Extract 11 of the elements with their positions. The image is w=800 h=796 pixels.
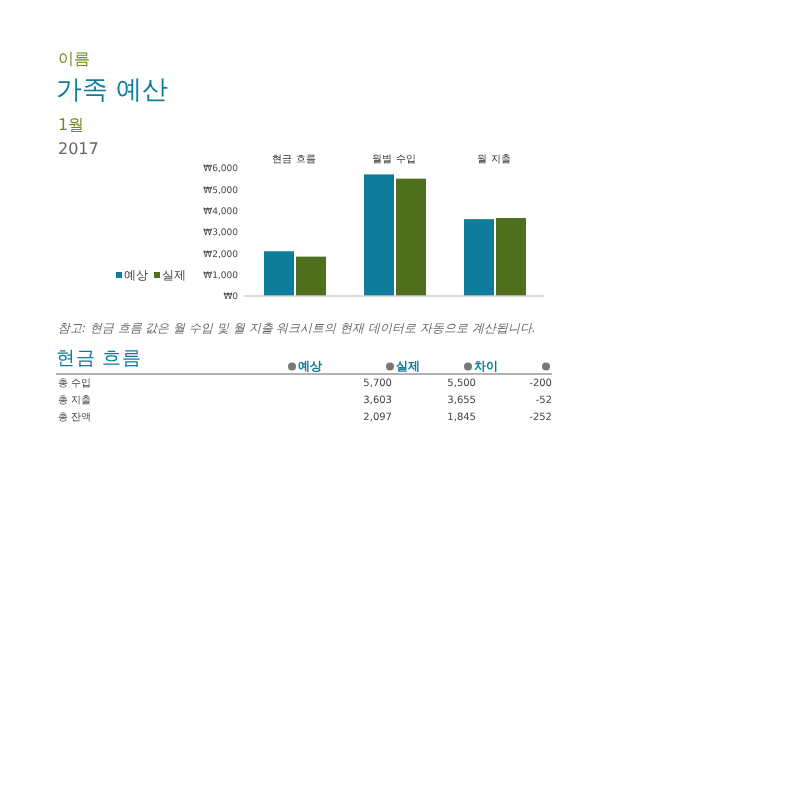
bar [296, 256, 326, 296]
text: 1월 [58, 116, 85, 134]
bar [364, 174, 394, 296]
bar [496, 218, 526, 296]
text: 2017 [58, 140, 99, 158]
bar [264, 251, 294, 296]
chart-title: 가족 예산 [56, 76, 169, 106]
bar [396, 178, 426, 296]
text: 이름 [58, 50, 90, 68]
text: 현금 흐름 [56, 348, 143, 370]
bar [464, 219, 494, 296]
